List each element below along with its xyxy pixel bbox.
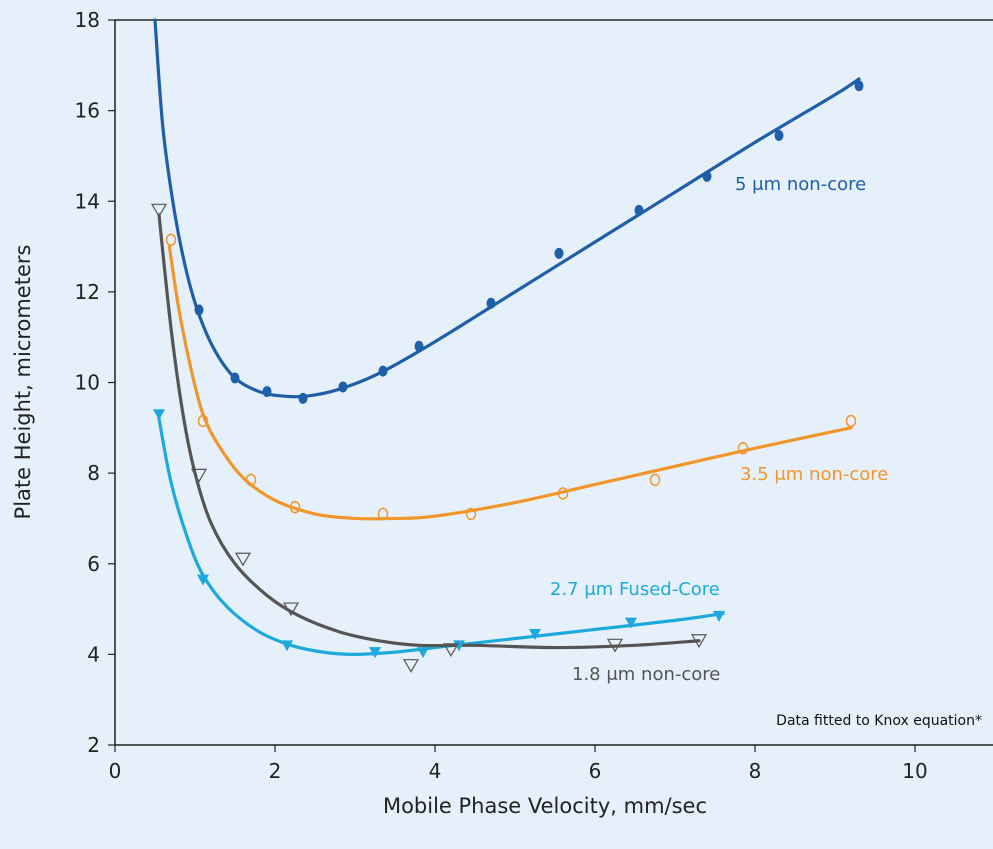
data-point-s2-7 xyxy=(625,617,637,629)
data-point-s3-1 xyxy=(190,468,208,483)
data-point-s1-6 xyxy=(557,487,569,500)
y-tick-label-10: 10 xyxy=(75,371,100,395)
data-point-s0-10 xyxy=(702,170,712,182)
y-tick-label-12: 12 xyxy=(75,280,100,304)
series-label-1-8um: 1.8 μm non-core xyxy=(572,664,720,685)
data-point-s0-0 xyxy=(194,304,204,316)
data-point-s3-5 xyxy=(442,643,460,658)
data-point-s2-3 xyxy=(369,647,381,659)
series-label-2-7um: 2.7 μm Fused-Core xyxy=(550,579,720,600)
data-point-s2-4 xyxy=(417,647,429,659)
data-point-s0-12 xyxy=(854,80,864,92)
x-tick-label-0: 0 xyxy=(109,759,122,783)
data-point-s3-6 xyxy=(606,638,624,653)
data-point-s3-3 xyxy=(282,602,300,617)
y-tick-label-16: 16 xyxy=(75,99,100,123)
y-tick-label-2: 2 xyxy=(87,733,100,757)
fit-curve-series-2 xyxy=(157,417,725,656)
x-tick-label-6: 6 xyxy=(589,759,602,783)
data-point-s3-4 xyxy=(402,659,420,673)
y-tick-label-4: 4 xyxy=(87,642,100,666)
data-point-s1-2 xyxy=(245,473,257,487)
data-point-s0-7 xyxy=(486,297,496,309)
data-point-s1-5 xyxy=(465,507,477,521)
data-point-s3-0 xyxy=(150,203,168,218)
data-point-s0-4 xyxy=(338,381,348,393)
fit-curve-series-3 xyxy=(157,213,701,650)
data-point-s0-6 xyxy=(414,340,424,352)
data-point-s1-0 xyxy=(165,233,177,247)
y-tick-label-14: 14 xyxy=(75,189,100,213)
y-tick-label-18: 18 xyxy=(75,8,100,32)
data-point-s2-6 xyxy=(529,628,541,640)
data-point-s0-2 xyxy=(262,386,272,398)
x-axis-title: Mobile Phase Velocity, mm/sec xyxy=(383,794,707,818)
data-point-s2-0 xyxy=(153,409,165,421)
data-point-s0-3 xyxy=(298,392,308,404)
data-markers xyxy=(150,80,864,673)
data-point-s2-2 xyxy=(281,640,293,652)
series-label-5um: 5 μm non-core xyxy=(735,174,866,195)
data-point-s2-5 xyxy=(453,640,465,652)
data-point-s1-3 xyxy=(289,500,301,514)
y-tick-label-6: 6 xyxy=(87,552,100,576)
data-point-s0-9 xyxy=(634,204,644,216)
data-point-s1-1 xyxy=(197,414,209,428)
data-point-s3-7 xyxy=(690,634,708,648)
data-point-s0-1 xyxy=(230,372,240,384)
x-tick-label-4: 4 xyxy=(429,759,442,783)
data-point-s1-9 xyxy=(845,414,857,428)
data-point-s1-7 xyxy=(649,473,661,487)
x-tick-label-10: 10 xyxy=(902,759,927,783)
series-labels: 5 μm non-core 3.5 μm non-core 2.7 μm Fus… xyxy=(550,174,888,685)
x-tick-label-2: 2 xyxy=(269,759,282,783)
fit-curve-series-0 xyxy=(153,18,861,399)
data-point-s0-8 xyxy=(554,247,564,259)
data-point-s2-1 xyxy=(197,574,209,586)
y-axis-title: Plate Height, micrometers xyxy=(11,245,35,520)
data-point-s2-8 xyxy=(713,610,725,622)
data-point-s0-5 xyxy=(378,365,388,377)
knox-note: Data fitted to Knox equation* xyxy=(776,713,982,729)
series-label-3-5um: 3.5 μm non-core xyxy=(740,464,888,485)
data-point-s3-2 xyxy=(234,552,252,567)
fit-curve-series-1 xyxy=(167,244,853,521)
y-tick-label-8: 8 xyxy=(87,461,100,485)
fit-curves xyxy=(153,18,861,656)
data-point-s1-8 xyxy=(737,441,749,455)
x-tick-label-8: 8 xyxy=(749,759,762,783)
data-point-s0-11 xyxy=(774,130,784,142)
data-point-s1-4 xyxy=(377,507,389,521)
